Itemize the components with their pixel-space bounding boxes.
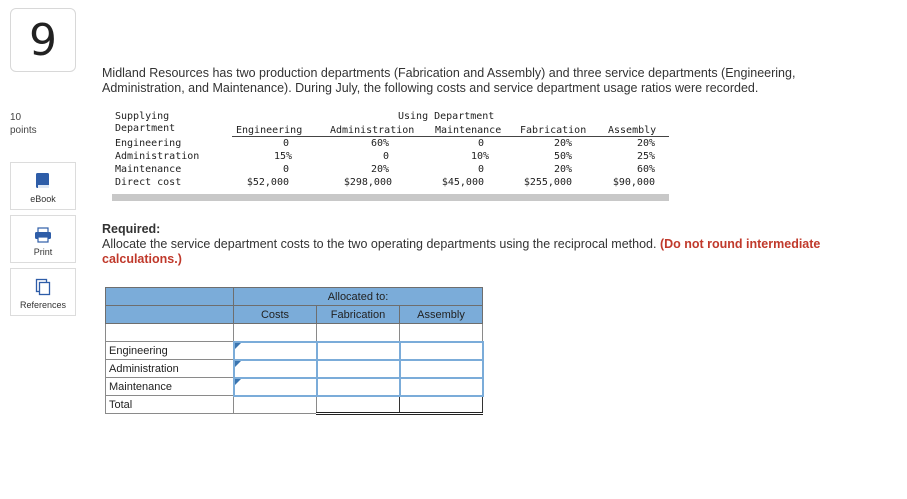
cell-admin-maint: 10%: [470, 151, 489, 162]
row-label-administration: Administration: [115, 151, 200, 162]
spacer-row-label: [105, 323, 234, 342]
cell-direct-maint: $45,000: [441, 177, 484, 188]
administration-costs-input[interactable]: [232, 358, 318, 379]
cell-direct-asm: $90,000: [612, 177, 655, 188]
cell-maint-eng: 0: [282, 164, 289, 175]
row-label-engineering: Engineering: [115, 138, 182, 149]
rounding-note: (Do not round intermediate calculations.…: [102, 237, 821, 266]
points-label: points: [10, 125, 37, 136]
spacer-cell: [233, 323, 317, 342]
cell-maint-asm: 60%: [636, 164, 655, 175]
row-label-maintenance: Maintenance: [115, 164, 182, 175]
cell-eng-eng: 0: [282, 138, 289, 149]
cell-maint-fab: 20%: [553, 164, 572, 175]
header-blank-cell-2: [105, 305, 234, 324]
header-rule: [232, 136, 669, 137]
col-header-fabrication: Fabrication: [520, 125, 587, 136]
cell-admin-asm: 25%: [636, 151, 655, 162]
administration-fabrication-input[interactable]: [315, 358, 401, 379]
required-text: Allocate the service department costs to…: [102, 237, 657, 251]
spacer-cell: [399, 323, 483, 342]
col-header-assembly-alloc: Assembly: [399, 305, 483, 324]
points-value: 10: [10, 112, 22, 123]
answer-row-label-administration: Administration: [105, 359, 234, 378]
ebook-button[interactable]: eBook: [10, 162, 76, 210]
cell-admin-eng: 15%: [273, 151, 292, 162]
cell-admin-admin: 0: [382, 151, 389, 162]
allocation-answer-table: Allocated to: Costs Fabrication Assembly…: [105, 287, 484, 415]
engineering-assembly-input[interactable]: [398, 340, 484, 361]
row-label-direct-cost: Direct cost: [115, 177, 182, 188]
answer-row-label-maintenance: Maintenance: [105, 377, 234, 396]
cell-admin-fab: 50%: [553, 151, 572, 162]
cell-eng-asm: 20%: [636, 138, 655, 149]
corner-label-line2: Department: [115, 123, 176, 134]
total-fabrication-cell: [316, 394, 400, 415]
cell-maint-admin: 20%: [370, 164, 389, 175]
cell-direct-admin: $298,000: [343, 177, 392, 188]
corner-label-line1: Supplying: [115, 111, 170, 122]
col-header-engineering: Engineering: [236, 125, 303, 136]
header-blank-cell: [105, 287, 234, 306]
col-header-costs: Costs: [233, 305, 317, 324]
cell-direct-eng: $52,000: [246, 177, 289, 188]
question-prompt: Midland Resources has two production dep…: [102, 66, 796, 95]
answer-row-label-engineering: Engineering: [105, 341, 234, 360]
using-department-header: Using Department: [398, 111, 495, 122]
col-header-assembly: Assembly: [608, 125, 657, 136]
cell-eng-maint: 0: [477, 138, 484, 149]
administration-assembly-input[interactable]: [398, 358, 484, 379]
col-header-fabrication-alloc: Fabrication: [316, 305, 400, 324]
references-button[interactable]: References: [10, 268, 76, 316]
allocated-to-header: Allocated to:: [233, 287, 483, 306]
spacer-cell: [316, 323, 400, 342]
cell-eng-fab: 20%: [553, 138, 572, 149]
table-footer-bar: [112, 194, 669, 201]
references-icon: [35, 278, 51, 296]
cell-maint-maint: 0: [477, 164, 484, 175]
required-instructions: Allocate the service department costs to…: [102, 237, 892, 267]
engineering-fabrication-input[interactable]: [315, 340, 401, 361]
required-heading: Required:: [102, 222, 161, 236]
maintenance-fabrication-input[interactable]: [315, 376, 401, 397]
book-icon: [36, 173, 49, 188]
cell-direct-fab: $255,000: [523, 177, 572, 188]
answer-row-label-total: Total: [105, 395, 234, 414]
print-button[interactable]: Print: [10, 215, 76, 263]
required-section: Required: Allocate the service departmen…: [102, 222, 892, 267]
maintenance-costs-input[interactable]: [232, 376, 318, 397]
total-costs-cell: [233, 395, 317, 414]
references-label: References: [19, 300, 67, 310]
total-assembly-cell: [399, 394, 483, 415]
printer-icon: [35, 227, 51, 243]
points-info: 10 points: [10, 111, 37, 137]
question-number: 9: [10, 8, 76, 72]
maintenance-assembly-input[interactable]: [398, 376, 484, 397]
cell-eng-admin: 60%: [370, 138, 389, 149]
col-header-maintenance: Maintenance: [435, 125, 502, 136]
ebook-label: eBook: [30, 194, 56, 204]
engineering-costs-input[interactable]: [232, 340, 318, 361]
print-label: Print: [33, 247, 53, 257]
usage-ratio-table: Supplying Department Using Department En…: [112, 109, 669, 201]
col-header-administration: Administration: [330, 125, 415, 136]
